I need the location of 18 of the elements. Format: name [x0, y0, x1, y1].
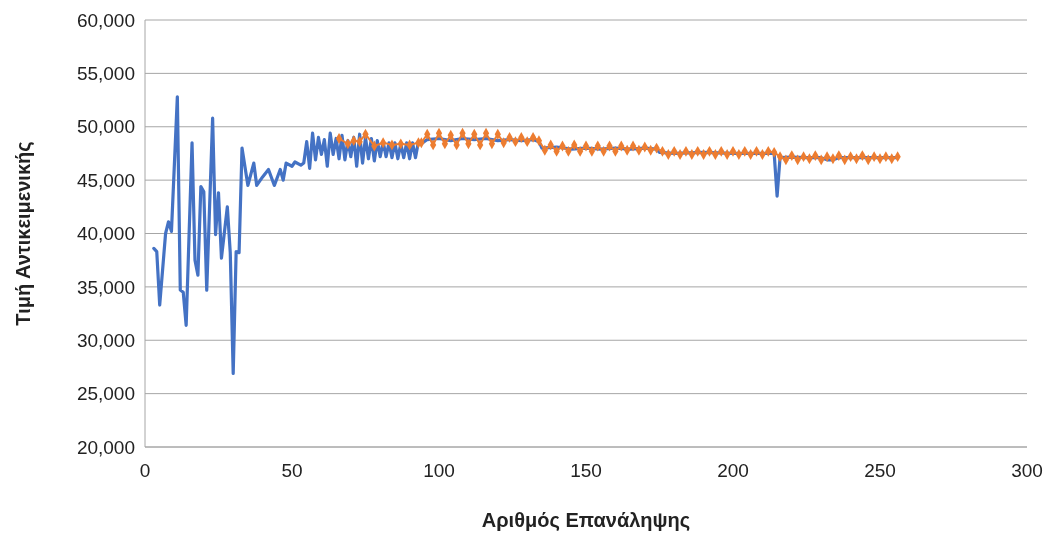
x-tick-label: 300: [1011, 460, 1043, 481]
y-tick-label: 20,000: [76, 436, 135, 458]
y-tick-label: 40,000: [76, 223, 135, 245]
y-tick-label: 55,000: [76, 63, 135, 85]
x-tick-label: 0: [139, 460, 151, 481]
y-axis-title: Τιμή Αντικειμενικής: [12, 141, 34, 326]
y-tick-label: 30,000: [76, 329, 135, 351]
y-tick-label: 45,000: [76, 169, 135, 191]
x-tick-label: 200: [717, 460, 749, 481]
x-tick-label: 50: [281, 460, 303, 481]
x-axis-title: Αριθμός Επανάληψης: [481, 509, 691, 531]
x-tick-label: 100: [423, 460, 455, 481]
y-tick-label: 60,000: [76, 9, 135, 31]
y-tick-label: 50,000: [76, 116, 135, 138]
y-tick-label: 35,000: [76, 276, 135, 298]
x-tick-label: 150: [570, 460, 602, 481]
y-tick-label: 25,000: [76, 383, 135, 405]
x-tick-label: 250: [864, 460, 896, 481]
